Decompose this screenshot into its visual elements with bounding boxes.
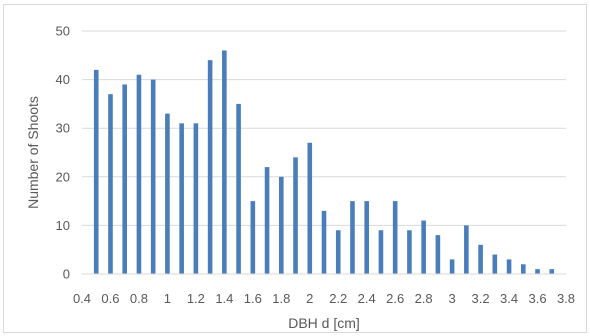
- bar: [179, 123, 184, 274]
- x-tick-label: 0.8: [130, 291, 148, 306]
- bar: [250, 201, 256, 274]
- x-axis-tick-labels: 0.4 0.6 0.8 1 1.2 1.4 1.6 1.8 2 2.2 2.4 2.6 2.8 3 3.2 3…: [73, 291, 575, 306]
- x-tick-label: 2: [306, 291, 313, 306]
- y-tick-label: 50: [56, 24, 70, 39]
- x-tick-label: 3: [449, 291, 456, 306]
- y-axis-title: Number of Shoots: [25, 96, 41, 209]
- bar: [307, 142, 313, 274]
- bar: [278, 176, 284, 274]
- bar: [222, 50, 227, 274]
- bar: [535, 269, 540, 274]
- bar: [165, 113, 170, 275]
- bar: [293, 157, 298, 274]
- bar: [93, 69, 99, 274]
- bar: [207, 60, 213, 274]
- x-tick-label: 1: [164, 291, 171, 306]
- bar: [108, 94, 113, 275]
- x-tick-label: 1.2: [187, 291, 205, 306]
- bar: [435, 235, 441, 274]
- bar: [492, 254, 498, 274]
- y-tick-label: 40: [56, 72, 70, 87]
- x-tick-label: 0.6: [101, 291, 119, 306]
- y-tick-label: 20: [56, 169, 70, 184]
- x-tick-label: 1.4: [215, 291, 233, 306]
- bar: [264, 167, 270, 274]
- x-tick-label: 3.2: [472, 291, 490, 306]
- bar-series: [93, 50, 555, 275]
- bar: [122, 84, 128, 275]
- x-tick-label: 1.6: [244, 291, 262, 306]
- x-tick-label: 3.4: [500, 291, 518, 306]
- bar: [193, 123, 199, 274]
- bar: [335, 230, 341, 274]
- bar: [478, 244, 483, 274]
- x-tick-label: 3.8: [557, 291, 575, 306]
- bar: [150, 79, 156, 274]
- gridlines: [82, 30, 566, 226]
- x-tick-label: 0.4: [73, 291, 91, 306]
- bar: [392, 201, 398, 274]
- x-tick-label: 2.6: [386, 291, 404, 306]
- y-tick-label: 0: [63, 267, 70, 282]
- bar: [364, 201, 370, 274]
- y-axis-tick-labels: 0 10 20 30 40 50: [56, 24, 70, 282]
- bar: [236, 103, 241, 275]
- y-tick-label: 30: [56, 121, 70, 136]
- x-axis-title: DBH d [cm]: [288, 315, 360, 331]
- x-tick-label: 2.8: [415, 291, 433, 306]
- bar: [506, 259, 512, 274]
- bar: [407, 230, 412, 274]
- bar: [136, 74, 142, 275]
- bar: [520, 264, 526, 274]
- bar: [321, 210, 327, 274]
- bar: [549, 269, 555, 274]
- bar: [449, 259, 455, 274]
- bar: [350, 201, 355, 274]
- y-tick-label: 10: [56, 218, 70, 233]
- bar: [378, 230, 384, 274]
- bar: [464, 225, 469, 274]
- x-tick-label: 2.4: [358, 291, 376, 306]
- x-tick-label: 3.6: [528, 291, 546, 306]
- x-tick-label: 1.8: [272, 291, 290, 306]
- x-tick-label: 2.2: [329, 291, 347, 306]
- bar: [421, 220, 426, 274]
